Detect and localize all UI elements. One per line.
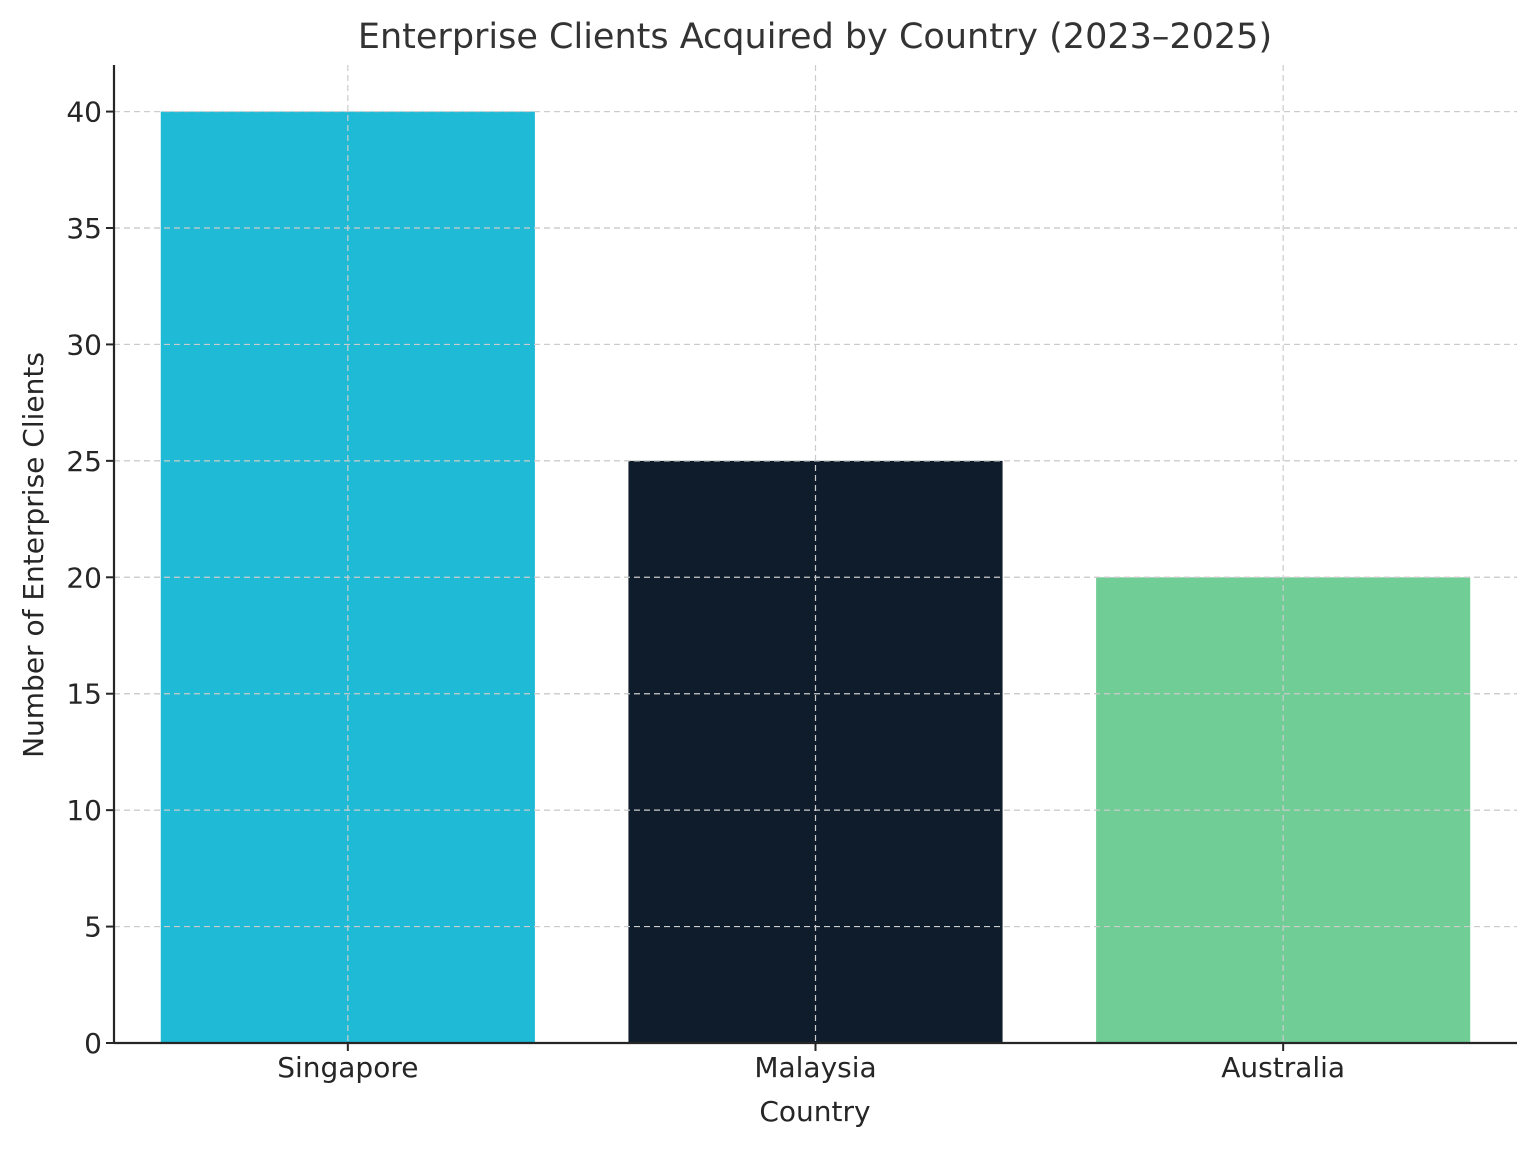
y-tick-label-0: 0 [84, 1027, 102, 1060]
y-tick-label-7: 35 [66, 212, 102, 245]
x-axis-label: Country [759, 1095, 870, 1128]
y-tick-label-5: 25 [66, 445, 102, 478]
y-axis-label: Number of Enterprise Clients [17, 352, 50, 758]
y-axis-ticks: 0 5 10 15 20 25 30 35 40 [66, 96, 114, 1060]
x-tick-label-1: Malaysia [754, 1051, 876, 1084]
y-tick-label-4: 20 [66, 561, 102, 594]
x-axis-ticks: Singapore Malaysia Australia [277, 1043, 1345, 1084]
y-tick-label-1: 5 [84, 911, 102, 944]
y-tick-label-3: 15 [66, 678, 102, 711]
y-tick-label-2: 10 [66, 794, 102, 827]
x-tick-label-0: Singapore [277, 1051, 418, 1084]
chart-title: Enterprise Clients Acquired by Country (… [358, 17, 1272, 57]
y-tick-label-8: 40 [66, 96, 102, 129]
x-tick-label-2: Australia [1221, 1051, 1345, 1084]
y-tick-label-6: 30 [66, 328, 102, 361]
